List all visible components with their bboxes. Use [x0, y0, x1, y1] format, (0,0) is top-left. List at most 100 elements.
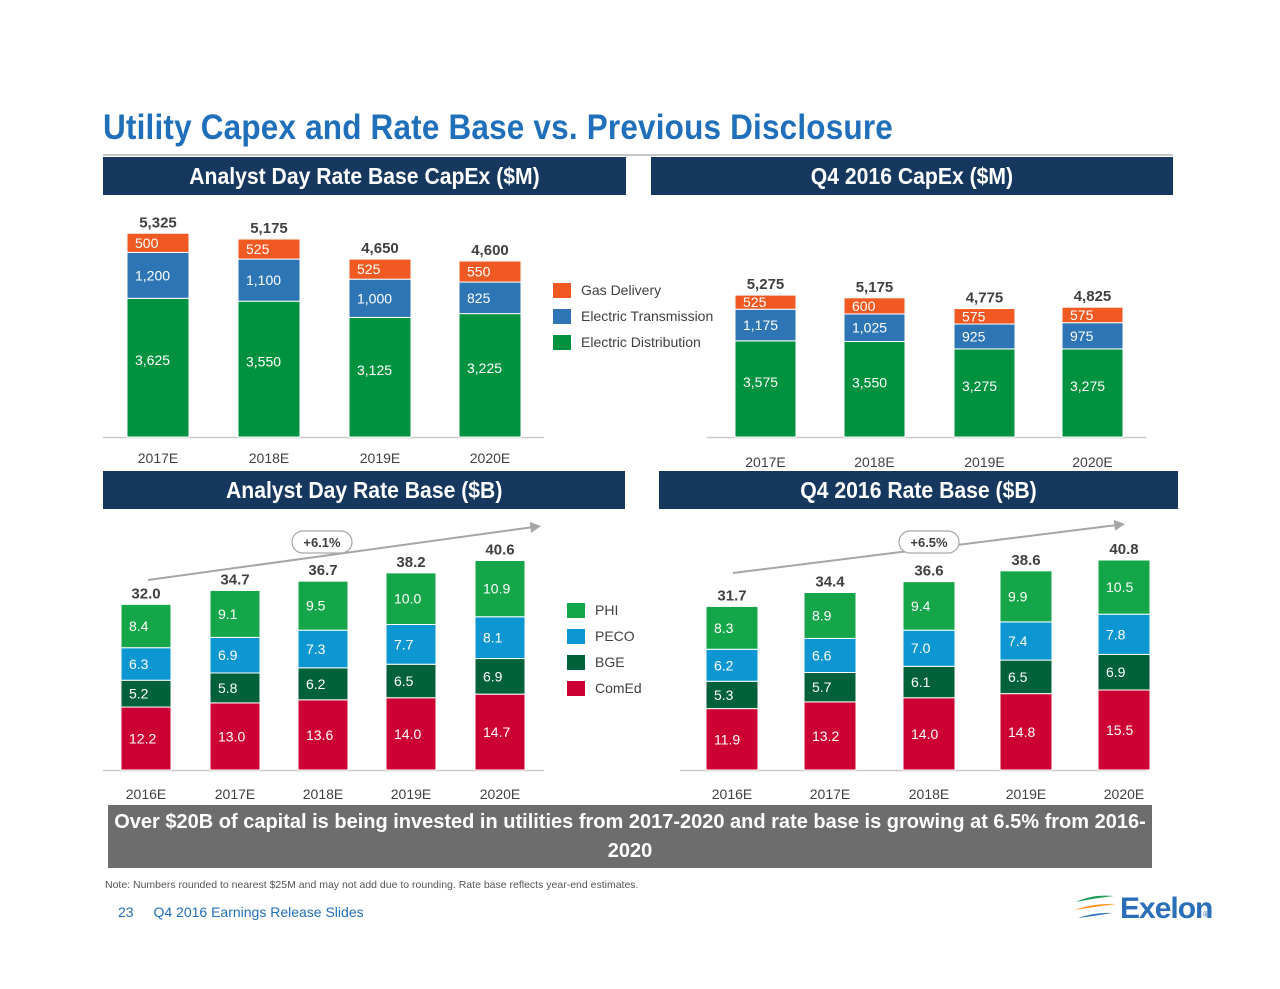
data-label: 10.9 [483, 581, 510, 597]
category-label: 2018E [909, 786, 949, 802]
total-label: 4,825 [1074, 288, 1112, 305]
bar-segment-phi [1097, 559, 1151, 615]
data-label: 3,275 [1070, 378, 1105, 394]
bar-segment-gas-delivery [237, 238, 301, 260]
bar-segment-electric-transmission [1061, 322, 1124, 350]
data-label: 14.8 [1008, 724, 1035, 740]
bar-segment-gas-delivery [1061, 306, 1124, 324]
data-label: 6.6 [812, 647, 832, 663]
legend-label: Electric Distribution [581, 334, 701, 350]
data-label: 7.7 [394, 636, 414, 652]
bar-segment-peco [705, 648, 759, 682]
data-label: 6.2 [306, 676, 326, 692]
legend-swatch [553, 335, 571, 350]
summary-text: Over $20B of capital is being invested i… [114, 811, 1146, 862]
total-label: 32.0 [131, 585, 160, 602]
data-label: 825 [467, 290, 491, 306]
data-label: 525 [743, 294, 767, 310]
bar-segment-comed [385, 697, 437, 771]
data-label: 5.3 [714, 687, 734, 703]
data-label: 5.2 [129, 686, 149, 702]
data-label: 575 [962, 308, 986, 324]
data-label: 14.0 [394, 726, 421, 742]
panel-header-q4-ratebase: Q4 2016 Rate Base ($B) [659, 471, 1178, 509]
data-label: 6.9 [1106, 664, 1126, 680]
data-label: 3,550 [852, 374, 887, 390]
data-label: 3,125 [357, 362, 392, 378]
bar-segment-bge [385, 663, 437, 699]
legend-label: PHI [595, 602, 619, 618]
legend-label: PECO [595, 628, 635, 644]
category-label: 2019E [391, 786, 431, 802]
panel-title: Q4 2016 CapEx ($M) [810, 163, 1014, 189]
bar-segment-phi [803, 591, 857, 639]
category-label: 2019E [964, 454, 1004, 470]
data-label: 925 [962, 328, 986, 344]
exelon-logo: Exelon ® [1072, 890, 1213, 926]
data-label: 8.1 [483, 630, 503, 646]
bar-segment-gas-delivery [348, 258, 412, 280]
growth-arrow-line [147, 526, 532, 581]
data-label: 5.7 [812, 679, 832, 695]
data-label: 6.5 [1008, 669, 1028, 685]
category-label: 2020E [480, 786, 520, 802]
data-label: 1,100 [246, 272, 281, 288]
bar-segment-electric-transmission [237, 258, 301, 302]
data-label: 12.2 [129, 731, 156, 747]
bar-segment-comed [1097, 689, 1151, 771]
bar-segment-phi [902, 581, 956, 631]
bar-segment-phi [209, 589, 261, 638]
total-label: 5,175 [856, 279, 894, 296]
total-label: 36.6 [914, 563, 943, 580]
panel-header-analyst-capex: Analyst Day Rate Base CapEx ($M) [103, 157, 626, 195]
bar-segment-electric-transmission [953, 323, 1016, 350]
summary-callout: Over $20B of capital is being invested i… [108, 805, 1152, 868]
bar-segment-gas-delivery [953, 308, 1016, 325]
data-label: 3,550 [246, 353, 281, 369]
panel-header-q4-capex: Q4 2016 CapEx ($M) [651, 157, 1173, 195]
total-label: 5,325 [139, 214, 177, 231]
growth-badge [291, 530, 353, 554]
data-label: 3,275 [962, 378, 997, 394]
growth-arrow-head [529, 522, 541, 533]
bar-segment-bge [209, 672, 261, 704]
data-label: 13.2 [812, 728, 839, 744]
bar-segment-comed [297, 699, 349, 771]
total-label: 40.6 [485, 542, 514, 559]
bar-segment-bge [120, 679, 172, 708]
total-label: 4,650 [361, 240, 399, 257]
total-label: 38.2 [396, 554, 425, 571]
total-label: 5,175 [250, 220, 288, 237]
bar-segment-phi [705, 605, 759, 650]
bar-segment-gas-delivery [843, 297, 906, 315]
data-label: 575 [1070, 307, 1094, 323]
data-label: 14.0 [911, 726, 938, 742]
bar-segment-comed [705, 708, 759, 771]
footnote: Note: Numbers rounded to nearest $25M an… [105, 879, 639, 891]
data-label: 6.5 [394, 673, 414, 689]
legend-label: ComEd [595, 680, 642, 696]
data-label: 11.9 [714, 731, 740, 747]
legend-label: Gas Delivery [581, 282, 662, 298]
bar-segment-comed [999, 693, 1053, 771]
data-label: 10.5 [1106, 579, 1133, 595]
data-label: 9.4 [911, 598, 931, 614]
growth-label: +6.5% [910, 535, 948, 550]
legend-swatch [567, 681, 585, 696]
bar-segment-peco [902, 629, 956, 667]
data-label: 8.3 [714, 620, 734, 636]
data-label: 500 [135, 235, 159, 251]
data-label: 9.9 [1008, 588, 1028, 604]
total-label: 40.8 [1109, 541, 1138, 558]
category-label: 2017E [745, 454, 785, 470]
category-label: 2018E [303, 786, 343, 802]
logo-wordmark: Exelon [1120, 892, 1213, 925]
data-label: 550 [467, 264, 491, 280]
category-label: 2018E [854, 454, 894, 470]
bar-segment-bge [705, 680, 759, 710]
bar-segment-bge [474, 658, 526, 695]
total-label: 4,600 [471, 242, 509, 259]
bar-segment-electric-distribution [843, 341, 906, 438]
logo-registered: ® [1203, 910, 1209, 919]
